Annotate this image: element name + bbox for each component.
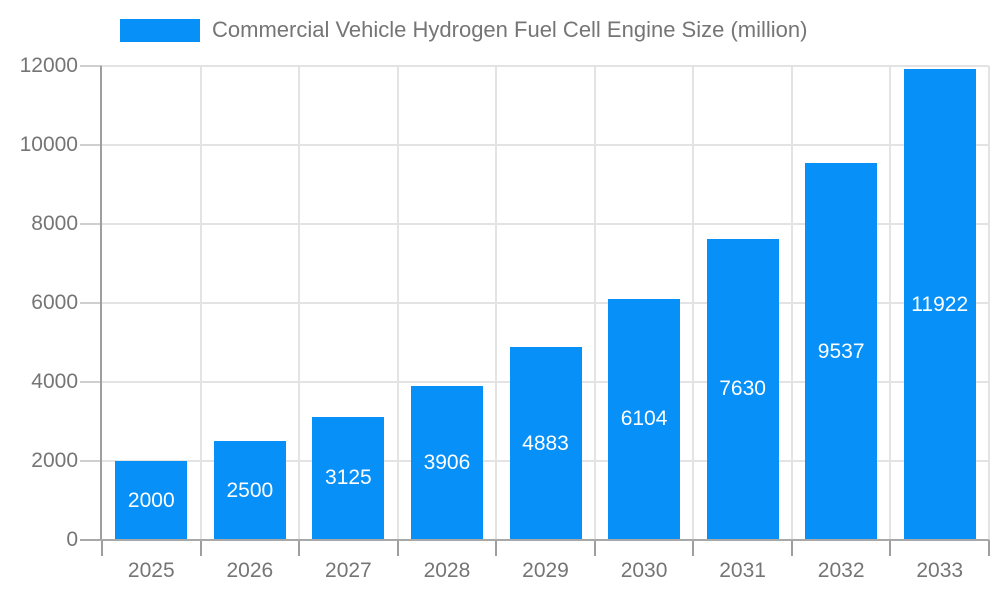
y-axis-label: 4000 — [31, 370, 78, 393]
bar-value-label: 9537 — [817, 339, 865, 363]
bar — [115, 461, 188, 540]
y-axis-label: 2000 — [31, 449, 78, 472]
y-axis-label: 8000 — [31, 212, 78, 235]
bar — [903, 69, 976, 540]
x-axis-label: 2033 — [916, 559, 964, 582]
x-gridline — [692, 66, 695, 540]
y-axis-label: 12000 — [19, 54, 78, 77]
y-axis-label: 0 — [66, 528, 78, 551]
y-gridline — [102, 223, 989, 225]
y-tick — [80, 65, 102, 67]
bar — [805, 163, 878, 540]
x-tick — [692, 540, 695, 556]
bar-value-label: 4883 — [522, 431, 569, 455]
bar — [410, 385, 483, 540]
x-tick — [199, 540, 202, 556]
x-tick — [593, 540, 596, 556]
bar-value-label: 11922 — [911, 292, 969, 316]
y-gridline — [102, 144, 989, 146]
bar-value-label: 3125 — [325, 466, 372, 490]
x-tick — [495, 540, 498, 556]
x-gridline — [396, 66, 399, 540]
plot-area: 2000 2500 3125 3906 4883 6104 7630 9537 11922 — [102, 65, 990, 540]
y-gridline — [102, 302, 989, 304]
bar — [509, 347, 582, 540]
y-tick — [80, 223, 102, 225]
x-axis-label: 2025 — [127, 559, 175, 582]
x-gridline — [298, 66, 301, 540]
x-axis-label: 2028 — [423, 559, 471, 582]
bar — [706, 238, 779, 540]
x-axis-label: 2027 — [325, 559, 372, 582]
legend-label: Commercial Vehicle Hydrogen Fuel Cell En… — [212, 17, 808, 42]
x-tick — [396, 540, 399, 556]
x-tick — [889, 540, 892, 556]
x-tick — [988, 540, 990, 556]
y-axis-label: 10000 — [19, 133, 78, 156]
bar-value-label: 2000 — [127, 488, 175, 512]
x-axis-label: 2030 — [620, 559, 668, 582]
x-tick — [101, 540, 103, 556]
bar-value-label: 7630 — [719, 377, 766, 401]
x-gridline — [199, 66, 202, 540]
x-gridline — [889, 66, 892, 540]
bar — [312, 416, 385, 540]
x-tick — [298, 540, 301, 556]
legend-item[interactable]: Commercial Vehicle Hydrogen Fuel Cell En… — [120, 17, 807, 43]
x-tick — [790, 540, 793, 556]
x-axis-label: 2031 — [719, 559, 766, 582]
y-gridline — [102, 65, 989, 67]
bar — [213, 441, 286, 540]
bar-value-label: 2500 — [226, 478, 274, 502]
x-axis-label: 2029 — [522, 559, 569, 582]
y-axis-label: 6000 — [31, 291, 78, 314]
y-tick — [80, 302, 102, 304]
x-gridline — [495, 66, 498, 540]
bar — [608, 298, 681, 540]
x-gridline — [988, 66, 990, 540]
y-axis-line — [100, 66, 102, 540]
y-tick — [80, 460, 102, 462]
x-axis-label: 2032 — [817, 559, 865, 582]
legend-swatch-icon — [120, 18, 200, 42]
x-axis-label: 2026 — [226, 559, 274, 582]
bar-value-label: 3906 — [423, 450, 471, 474]
x-gridline — [593, 66, 596, 540]
bar-value-label: 6104 — [620, 407, 668, 431]
x-gridline — [790, 66, 793, 540]
x-axis-line — [80, 539, 989, 541]
y-tick — [80, 381, 102, 383]
y-tick — [80, 144, 102, 146]
